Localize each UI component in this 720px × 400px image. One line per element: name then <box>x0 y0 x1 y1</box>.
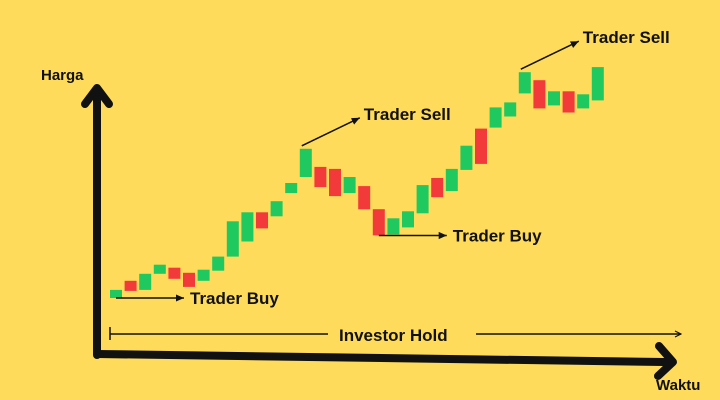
candle-down <box>533 80 546 109</box>
candle-down <box>562 91 575 113</box>
trader-sell-label: Trader Sell <box>583 28 670 47</box>
axes <box>81 84 677 380</box>
x-axis-label: Waktu <box>656 377 700 394</box>
candle-up <box>153 264 166 274</box>
annotation-arrow <box>520 40 580 70</box>
candle-down <box>314 166 327 188</box>
candle-up <box>518 72 531 94</box>
x-axis-arrowhead <box>654 342 677 380</box>
trader-buy-label: Trader Buy <box>453 227 542 246</box>
candle-down <box>168 267 181 279</box>
annotation-arrow <box>301 117 361 147</box>
candle-up <box>285 183 298 194</box>
candle-up <box>139 273 152 290</box>
candle-up <box>402 211 414 228</box>
candle-up <box>416 185 429 214</box>
annotations: Trader Buy Trader Sell Trader Buy Trader Se… <box>116 28 670 308</box>
candle-up <box>548 91 560 106</box>
candle-down <box>256 212 268 229</box>
candle-down <box>329 168 341 197</box>
candle-up <box>445 168 458 192</box>
trader-sell-label: Trader Sell <box>364 105 451 124</box>
investor-hold-label: Investor Hold <box>339 326 448 345</box>
candle-down <box>183 272 195 287</box>
candle-up <box>504 102 517 117</box>
y-axis-arrowhead <box>81 84 113 108</box>
candle-up <box>241 212 254 242</box>
candle-down <box>358 186 371 210</box>
candles <box>110 67 604 298</box>
candle-up <box>226 221 239 257</box>
candle-up <box>577 94 590 109</box>
investor-hold-span: Investor Hold <box>109 326 681 345</box>
trader-buy-label: Trader Buy <box>190 289 279 308</box>
candle-down <box>431 178 444 198</box>
candle-down <box>124 280 137 291</box>
candle-up <box>110 289 122 298</box>
candle-up <box>387 218 400 235</box>
x-axis-line <box>93 350 668 366</box>
candle-up <box>343 177 356 194</box>
y-axis-label: Harga <box>41 67 84 84</box>
candle-up <box>270 201 283 217</box>
candle-up <box>299 148 312 177</box>
candle-up <box>460 145 473 170</box>
candle-up <box>212 256 225 271</box>
candle-down <box>475 128 487 164</box>
candle-up <box>591 67 604 101</box>
candle-up <box>197 269 210 281</box>
candle-up <box>489 107 502 128</box>
candle-down <box>372 209 385 236</box>
